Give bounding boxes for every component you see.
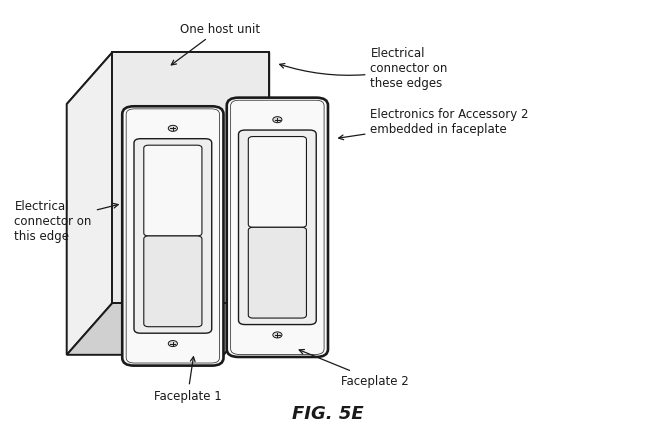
Polygon shape xyxy=(224,53,269,355)
Polygon shape xyxy=(67,53,269,105)
FancyBboxPatch shape xyxy=(134,139,212,333)
Text: Electrical
connector on
this edge: Electrical connector on this edge xyxy=(14,200,118,243)
Text: Faceplate 1: Faceplate 1 xyxy=(154,357,222,402)
Polygon shape xyxy=(67,303,269,355)
Circle shape xyxy=(273,332,282,338)
Text: Electronics for Accessory 2
embedded in faceplate: Electronics for Accessory 2 embedded in … xyxy=(338,108,529,140)
FancyBboxPatch shape xyxy=(144,237,202,327)
FancyBboxPatch shape xyxy=(144,146,202,237)
FancyBboxPatch shape xyxy=(227,99,328,357)
Text: Faceplate 2: Faceplate 2 xyxy=(299,350,409,388)
Circle shape xyxy=(273,117,282,123)
Circle shape xyxy=(169,126,177,132)
Text: FIG. 5E: FIG. 5E xyxy=(292,404,364,422)
Text: One host unit: One host unit xyxy=(171,23,260,66)
Polygon shape xyxy=(67,53,112,355)
Circle shape xyxy=(169,341,177,347)
FancyBboxPatch shape xyxy=(122,107,224,366)
FancyBboxPatch shape xyxy=(249,228,306,318)
Text: Electrical
connector on
these edges: Electrical connector on these edges xyxy=(279,47,448,89)
Polygon shape xyxy=(112,53,269,303)
FancyBboxPatch shape xyxy=(249,137,306,228)
FancyBboxPatch shape xyxy=(239,131,316,325)
